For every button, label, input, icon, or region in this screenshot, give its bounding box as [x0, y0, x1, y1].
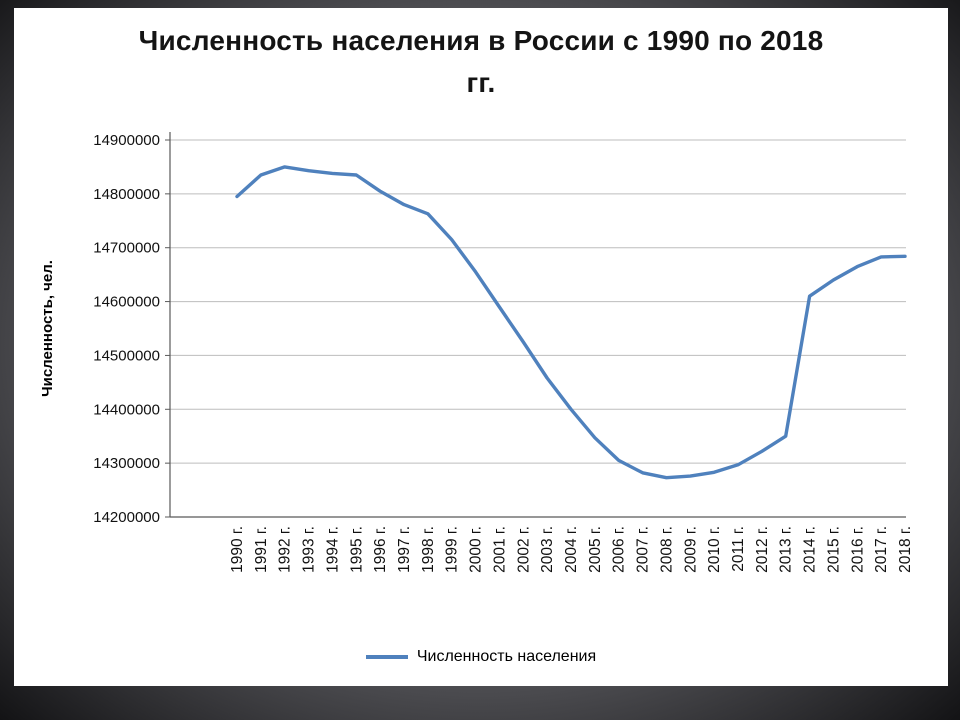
- x-tick-label: 1994 г.: [324, 526, 341, 573]
- x-tick-label: 2014 г.: [802, 526, 819, 573]
- x-tick-label: 2005 г.: [587, 526, 604, 573]
- x-tick-label: 2015 г.: [825, 526, 842, 573]
- x-tick-label: 2018 г.: [897, 526, 914, 573]
- x-tick-label: 2000 г.: [468, 526, 485, 573]
- x-tick-label: 1997 г.: [396, 526, 413, 573]
- y-tick-label: 14400000: [93, 401, 160, 418]
- x-tick-label: 2009 г.: [682, 526, 699, 573]
- line-chart: 14200000 14300000 14400000 14500000 14600000…: [39, 132, 914, 573]
- x-tick-label: 1998 г.: [420, 526, 437, 573]
- x-tick-label: 2001 г.: [491, 526, 508, 573]
- legend: Численность населения: [14, 648, 948, 666]
- x-tick-label: 2004 г.: [563, 526, 580, 573]
- y-tick-label: 14300000: [93, 455, 160, 472]
- x-tick-label: 2016 г.: [849, 526, 866, 573]
- chart-panel: Численность населения в России с 1990 по…: [14, 8, 948, 686]
- chart-title-line1: Численность населения в России с 1990 по…: [138, 25, 824, 56]
- x-tick-label: 2010 г.: [706, 526, 723, 573]
- y-tick-label: 14500000: [93, 347, 160, 364]
- y-tick-label: 14200000: [93, 509, 160, 526]
- y-tick-label: 14700000: [93, 240, 160, 257]
- x-tick-label: 2012 г.: [754, 526, 771, 573]
- y-tick-label: 14900000: [93, 132, 160, 149]
- x-tick-label: 2007 г.: [635, 526, 652, 573]
- x-tick-label: 2011 г.: [730, 526, 747, 572]
- x-tick-label: 1996 г.: [372, 526, 389, 573]
- x-tick-label: 2003 г.: [539, 526, 556, 573]
- x-tick-label: 1993 г.: [301, 526, 318, 573]
- y-tick-label: 14600000: [93, 294, 160, 311]
- y-axis-title: Численность, чел.: [39, 260, 56, 397]
- x-tick-label: 2017 г.: [873, 526, 890, 573]
- legend-label: Численность населения: [416, 648, 597, 665]
- x-tick-label: 1999 г.: [444, 526, 461, 573]
- y-tick-label: 14800000: [93, 186, 160, 203]
- x-tick-label: 2013 г.: [778, 526, 795, 573]
- x-tick-label: 2006 г.: [611, 526, 628, 573]
- legend-line-marker: [365, 655, 408, 659]
- population-line: [235, 165, 907, 480]
- chart-title-line2: гг.: [466, 67, 496, 98]
- x-tick-label: 2008 г.: [658, 526, 675, 573]
- x-tick-label: 1992 г.: [277, 526, 294, 573]
- x-tick-label: 1990 г.: [229, 526, 246, 573]
- x-tick-label: 1991 г.: [253, 526, 270, 573]
- x-tick-label: 1995 г.: [348, 526, 365, 573]
- chart-title: Численность населения в России с 1990 по…: [14, 20, 948, 104]
- x-tick-label: 2002 г.: [515, 526, 532, 573]
